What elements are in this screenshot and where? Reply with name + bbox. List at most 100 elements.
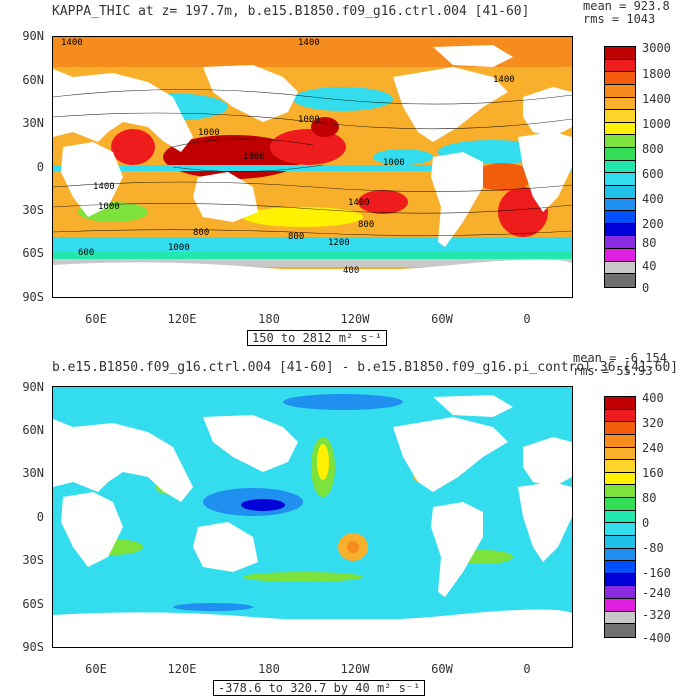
contour-label: 1400 (298, 38, 320, 48)
bottom-lon-label: 0 (523, 662, 531, 676)
colorbar-swatch (605, 447, 635, 461)
top-lat-label: 0 (36, 160, 44, 174)
top-lon-label: 120W (340, 312, 370, 326)
top-colorbar-label: 1000 (642, 117, 671, 131)
colorbar-swatch (605, 223, 635, 237)
colorbar-swatch (605, 198, 635, 212)
colorbar-swatch (605, 110, 635, 123)
contour-label: 1000 (298, 115, 320, 125)
contour-label: 1000 (383, 158, 405, 168)
top-rms: rms = 1043 (583, 12, 656, 26)
bottom-colorbar-label: 240 (642, 441, 664, 455)
contour-label: 1400 (93, 182, 115, 192)
colorbar-swatch (605, 409, 635, 423)
colorbar-swatch (605, 510, 635, 524)
contour-label: 800 (288, 232, 304, 242)
colorbar-swatch (605, 485, 635, 498)
colorbar-swatch (605, 548, 635, 562)
colorbar-swatch (605, 611, 635, 625)
bottom-colorbar-label: 320 (642, 416, 664, 430)
contour-label: 1400 (493, 75, 515, 85)
bottom-lon-label: 180 (258, 662, 280, 676)
colorbar-swatch (605, 236, 635, 249)
top-colorbar-label: 200 (642, 217, 664, 231)
colorbar-swatch (605, 173, 635, 186)
bottom-range-box: -378.6 to 320.7 by 40 m² s⁻¹ (213, 680, 426, 696)
colorbar-swatch (605, 249, 635, 262)
top-colorbar-label: 80 (642, 236, 657, 250)
top-lat-label: 30N (22, 116, 44, 130)
top-colorbar-label: 800 (642, 142, 664, 156)
contour-label: 600 (78, 248, 94, 258)
top-colorbar-label: 3000 (642, 41, 671, 55)
colorbar-swatch (605, 135, 635, 148)
bottom-colorbar-label: -240 (642, 586, 671, 600)
top-colorbar-label: 600 (642, 167, 664, 181)
colorbar-swatch (605, 261, 635, 275)
bottom-colorbar-label: 80 (642, 491, 657, 505)
colorbar-swatch (605, 599, 635, 612)
bottom-colorbar-label: -80 (642, 541, 664, 555)
colorbar-swatch (605, 434, 635, 448)
bottom-lat-label: 30S (22, 553, 44, 567)
top-lat-label: 30S (22, 203, 44, 217)
top-lon-label: 60E (85, 312, 107, 326)
top-lon-label: 120E (167, 312, 197, 326)
contour-label: 1800 (243, 152, 265, 162)
bottom-lat-label: 0 (36, 510, 44, 524)
contour-label: 1200 (328, 238, 350, 248)
top-colorbar-label: 0 (642, 281, 650, 295)
bottom-map (52, 386, 573, 648)
contour-label: 1000 (98, 202, 120, 212)
colorbar-swatch (605, 148, 635, 161)
colorbar-swatch (605, 535, 635, 549)
bottom-lat-label: 60N (22, 423, 44, 437)
colorbar-swatch (605, 274, 635, 287)
contour-label: 1000 (168, 243, 190, 253)
top-lat-label: 90S (22, 290, 44, 304)
colorbar-swatch (605, 573, 635, 587)
colorbar-swatch (605, 185, 635, 199)
bottom-colorbar-label: -320 (642, 608, 671, 622)
bottom-colorbar-label: -400 (642, 631, 671, 645)
colorbar-swatch (605, 72, 635, 85)
colorbar-swatch (605, 84, 635, 98)
top-map: 1400 1400 1400 1400 1000 1000 1000 1000 … (52, 36, 573, 298)
contour-label: 1400 (61, 38, 83, 48)
colorbar-swatch (605, 460, 635, 473)
bottom-lat-label: 90N (22, 380, 44, 394)
colorbar-swatch (605, 160, 635, 174)
colorbar-swatch (605, 624, 635, 637)
top-colorbar (604, 46, 636, 288)
contour-label: 800 (358, 220, 374, 230)
colorbar-swatch (605, 472, 635, 486)
contour-label: 1000 (198, 128, 220, 138)
colorbar-swatch (605, 523, 635, 536)
top-lat-label: 90N (22, 29, 44, 43)
top-colorbar-label: 400 (642, 192, 664, 206)
colorbar-swatch (605, 122, 635, 136)
bottom-lon-label: 120W (340, 662, 370, 676)
bottom-colorbar (604, 396, 636, 638)
top-title: KAPPA_THIC at z= 197.7m, b.e15.B1850.f09… (52, 4, 530, 19)
colorbar-swatch (605, 47, 635, 60)
colorbar-swatch (605, 211, 635, 224)
bottom-lat-label: 30N (22, 466, 44, 480)
top-range-box: 150 to 2812 m² s⁻¹ (247, 330, 388, 346)
bottom-mean: mean = -6.154 (573, 351, 667, 365)
colorbar-swatch (605, 97, 635, 111)
top-lon-label: 0 (523, 312, 531, 326)
contour-label: 400 (343, 266, 359, 276)
bottom-lon-label: 120E (167, 662, 197, 676)
bottom-colorbar-label: 400 (642, 391, 664, 405)
bottom-title: b.e15.B1850.f09_g16.ctrl.004 [41-60] - b… (52, 360, 679, 375)
colorbar-swatch (605, 422, 635, 435)
colorbar-swatch (605, 59, 635, 73)
top-lon-label: 180 (258, 312, 280, 326)
top-colorbar-label: 1800 (642, 67, 671, 81)
bottom-lon-label: 60E (85, 662, 107, 676)
top-colorbar-label: 40 (642, 259, 657, 273)
bottom-lat-label: 60S (22, 597, 44, 611)
bottom-colorbar-label: 160 (642, 466, 664, 480)
contour-label: 1400 (348, 198, 370, 208)
